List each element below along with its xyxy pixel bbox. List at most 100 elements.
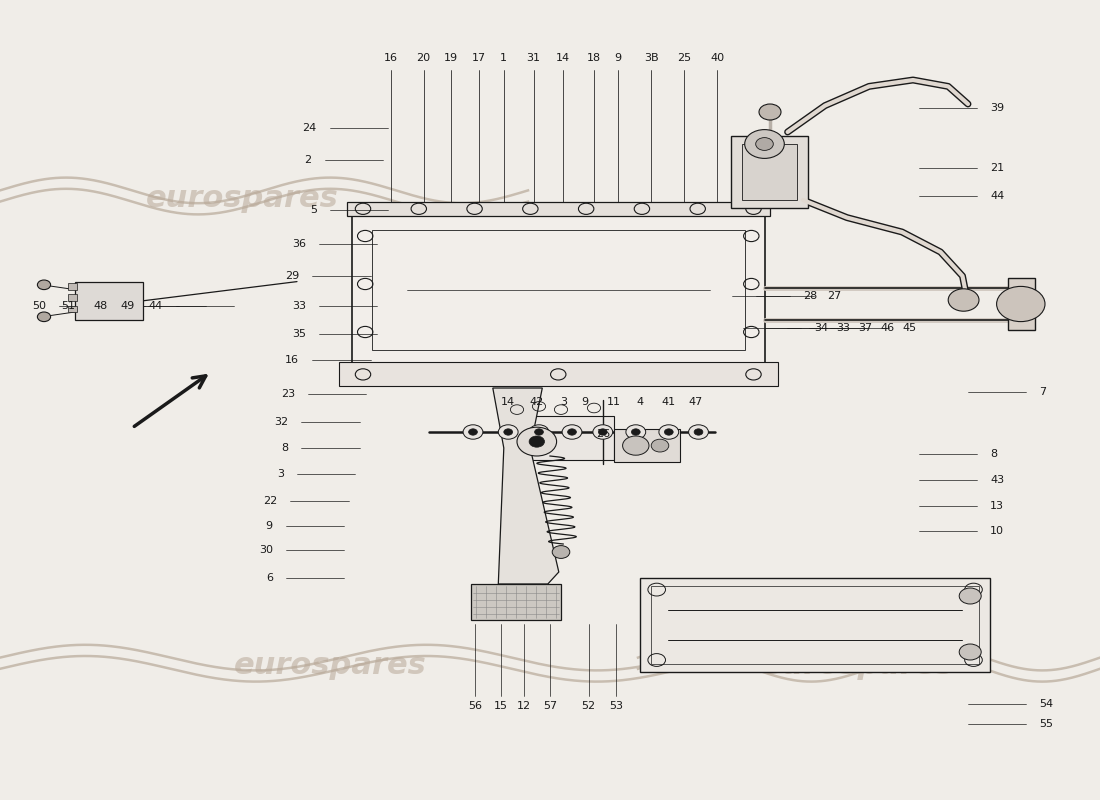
Text: 55: 55 — [1040, 719, 1054, 729]
Text: 57: 57 — [543, 701, 557, 710]
Text: 19: 19 — [444, 53, 458, 62]
Circle shape — [623, 436, 649, 455]
Text: 44: 44 — [990, 191, 1004, 201]
Circle shape — [593, 425, 613, 439]
Text: 54: 54 — [1040, 699, 1054, 709]
Bar — [1008, 278, 1035, 330]
Text: 50: 50 — [32, 301, 46, 310]
Circle shape — [535, 429, 543, 435]
Circle shape — [504, 429, 513, 435]
Circle shape — [529, 436, 544, 447]
Text: 20: 20 — [417, 53, 430, 62]
Text: 44: 44 — [148, 301, 163, 310]
Polygon shape — [471, 584, 561, 620]
Text: 9: 9 — [266, 522, 273, 531]
Text: 18: 18 — [587, 53, 601, 62]
Text: 25: 25 — [678, 53, 691, 62]
Text: 51: 51 — [60, 301, 75, 310]
Bar — [346, 202, 770, 216]
Circle shape — [568, 429, 576, 435]
Circle shape — [562, 425, 582, 439]
Text: 4: 4 — [637, 397, 644, 406]
Text: eurospares: eurospares — [145, 184, 339, 213]
Circle shape — [759, 104, 781, 120]
Circle shape — [745, 130, 784, 158]
Text: 29: 29 — [285, 271, 299, 281]
Text: 39: 39 — [990, 103, 1004, 113]
Text: 7: 7 — [1040, 387, 1046, 397]
Bar — [339, 362, 778, 386]
Text: 22: 22 — [263, 496, 277, 506]
Text: 41: 41 — [662, 397, 675, 406]
Text: 33: 33 — [292, 301, 306, 310]
Text: 52: 52 — [582, 701, 595, 710]
Text: 10: 10 — [990, 526, 1004, 536]
Text: 16: 16 — [384, 53, 397, 62]
Circle shape — [631, 429, 640, 435]
Bar — [614, 429, 680, 462]
Text: 33: 33 — [836, 323, 850, 333]
Circle shape — [694, 429, 703, 435]
Circle shape — [659, 425, 679, 439]
Text: 26: 26 — [596, 429, 609, 438]
Text: 32: 32 — [274, 418, 288, 427]
Text: 14: 14 — [557, 53, 570, 62]
Text: 21: 21 — [990, 163, 1004, 173]
Text: 11: 11 — [607, 397, 620, 406]
Circle shape — [469, 429, 477, 435]
Text: 43: 43 — [990, 475, 1004, 485]
Text: 17: 17 — [472, 53, 485, 62]
Text: 30: 30 — [258, 546, 273, 555]
Text: 16: 16 — [285, 355, 299, 365]
Text: 9: 9 — [615, 53, 622, 62]
Text: 2: 2 — [305, 155, 311, 165]
Circle shape — [498, 425, 518, 439]
Circle shape — [529, 425, 549, 439]
Text: 24: 24 — [302, 123, 317, 133]
Bar — [732, 136, 808, 208]
Text: 8: 8 — [990, 450, 997, 459]
Circle shape — [948, 289, 979, 311]
Bar — [352, 216, 764, 364]
Bar — [68, 294, 77, 301]
Text: 8: 8 — [282, 443, 288, 453]
Circle shape — [959, 588, 981, 604]
Text: 27: 27 — [827, 291, 842, 301]
Text: 13: 13 — [990, 501, 1004, 510]
Text: 6: 6 — [266, 573, 273, 582]
Text: 3B: 3B — [644, 53, 659, 62]
Text: 31: 31 — [527, 53, 540, 62]
Circle shape — [552, 546, 570, 558]
Circle shape — [997, 286, 1045, 322]
Circle shape — [689, 425, 708, 439]
Circle shape — [517, 427, 557, 456]
Bar — [651, 586, 979, 664]
Text: 35: 35 — [292, 330, 306, 339]
Text: 12: 12 — [517, 701, 530, 710]
Text: 56: 56 — [469, 701, 482, 710]
Bar — [68, 306, 77, 312]
Bar — [75, 282, 143, 320]
Circle shape — [626, 425, 646, 439]
Circle shape — [37, 312, 51, 322]
Circle shape — [598, 429, 607, 435]
Text: 36: 36 — [292, 239, 306, 249]
Circle shape — [37, 280, 51, 290]
Text: 46: 46 — [880, 323, 894, 333]
Circle shape — [463, 425, 483, 439]
Circle shape — [959, 644, 981, 660]
Text: 49: 49 — [120, 301, 134, 310]
Text: 40: 40 — [711, 53, 724, 62]
Text: 23: 23 — [280, 389, 295, 398]
Circle shape — [664, 429, 673, 435]
Text: 37: 37 — [858, 323, 872, 333]
Text: 34: 34 — [814, 323, 828, 333]
Text: 3: 3 — [560, 397, 566, 406]
Text: 14: 14 — [502, 397, 515, 406]
Bar — [640, 578, 990, 672]
Text: 1: 1 — [500, 53, 507, 62]
Text: 48: 48 — [94, 301, 108, 310]
Text: eurospares: eurospares — [233, 651, 427, 680]
Text: 42: 42 — [530, 397, 543, 406]
Text: 45: 45 — [902, 323, 916, 333]
